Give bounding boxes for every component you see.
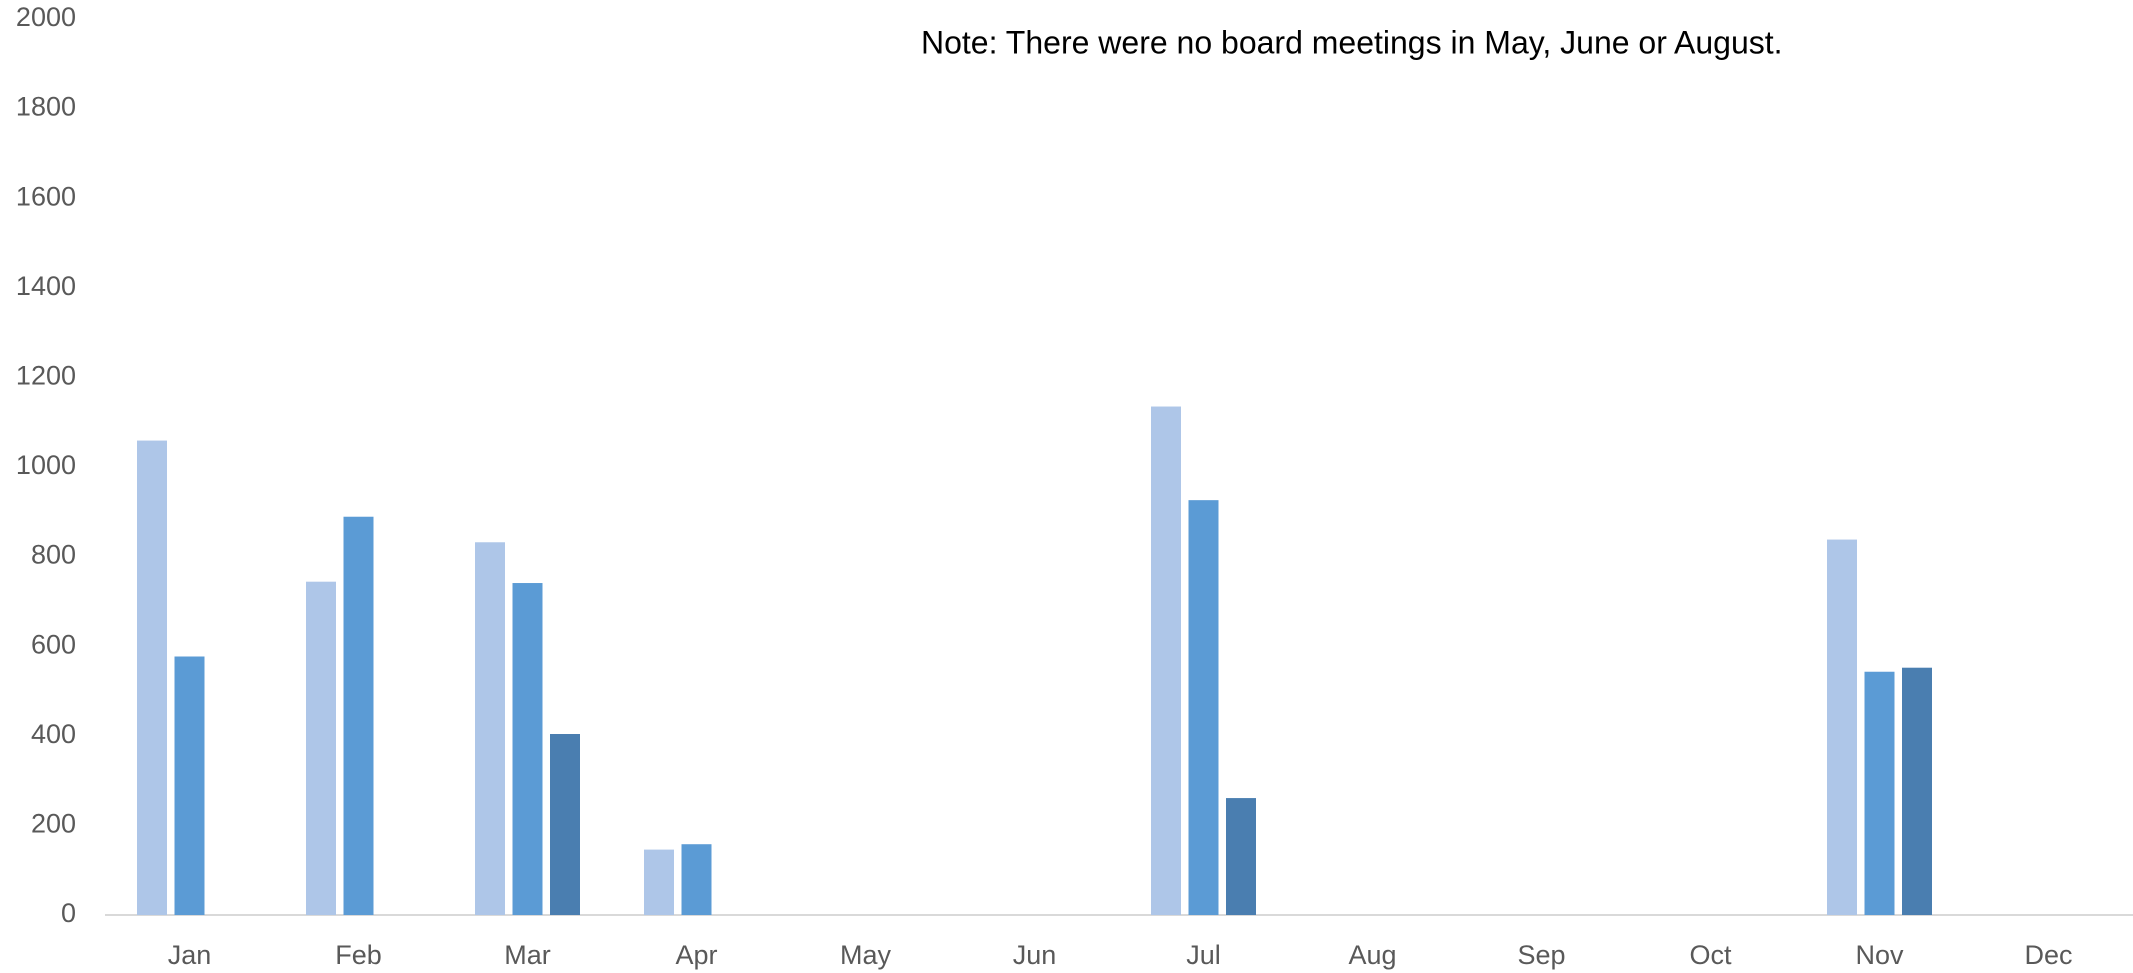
bar xyxy=(1188,500,1219,915)
y-tick-label: 1800 xyxy=(16,92,76,122)
x-tick-label: Mar xyxy=(504,940,551,970)
y-tick-label: 1000 xyxy=(16,450,76,480)
bar xyxy=(1902,667,1932,915)
x-tick-label: Jun xyxy=(1013,940,1057,970)
y-tick-label: 200 xyxy=(31,809,76,839)
x-tick-label: Nov xyxy=(1855,940,1904,970)
x-tick-label: Dec xyxy=(2024,940,2072,970)
bar xyxy=(475,542,505,915)
y-tick-label: 0 xyxy=(61,898,76,928)
bar xyxy=(644,849,674,915)
x-tick-label: Feb xyxy=(335,940,382,970)
bar xyxy=(550,734,580,915)
y-tick-label: 1400 xyxy=(16,271,76,301)
bar xyxy=(1827,539,1857,915)
x-tick-label: Oct xyxy=(1689,940,1732,970)
x-tick-label: Sep xyxy=(1517,940,1565,970)
x-tick-label: Aug xyxy=(1348,940,1396,970)
x-tick-label: Apr xyxy=(675,940,717,970)
x-tick-label: Jan xyxy=(168,940,212,970)
x-tick-label: Jul xyxy=(1186,940,1221,970)
x-tick-label: May xyxy=(840,940,892,970)
y-tick-label: 400 xyxy=(31,719,76,749)
bar xyxy=(306,581,336,915)
bar xyxy=(1864,671,1895,915)
y-tick-label: 800 xyxy=(31,540,76,570)
y-tick-label: 600 xyxy=(31,629,76,659)
bar xyxy=(343,516,374,915)
bar xyxy=(1151,406,1181,915)
annotation: Note: There were no board meetings in Ma… xyxy=(921,24,1783,60)
y-tick-label: 2000 xyxy=(16,2,76,32)
bar xyxy=(174,656,205,915)
bar xyxy=(1226,798,1256,915)
bar xyxy=(137,440,167,915)
bar xyxy=(681,844,712,915)
y-tick-label: 1200 xyxy=(16,361,76,391)
bar xyxy=(512,583,543,915)
y-tick-label: 1600 xyxy=(16,181,76,211)
